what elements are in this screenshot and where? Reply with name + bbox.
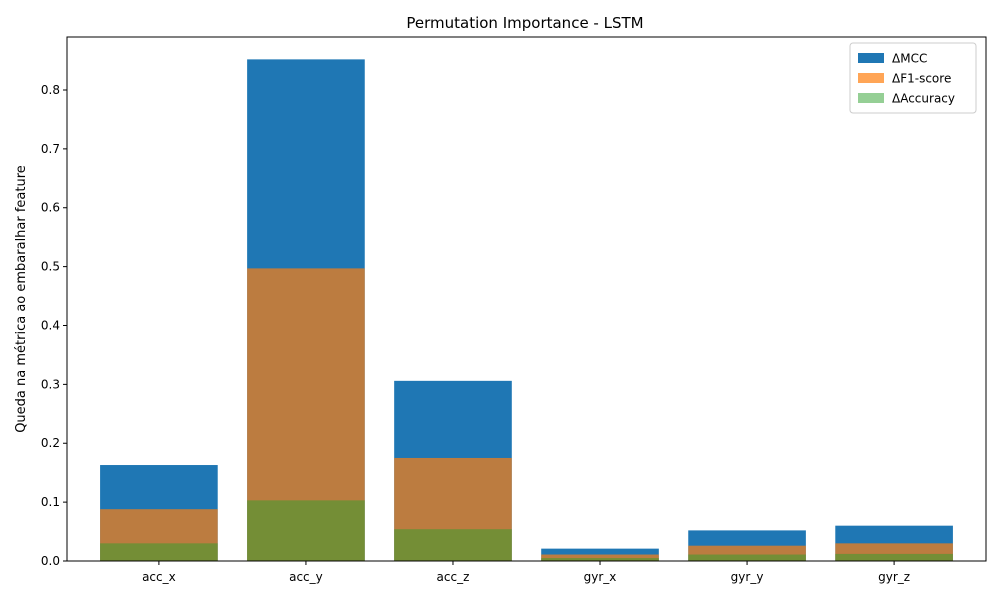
y-tick-label: 0.4 xyxy=(41,318,60,332)
plot-frame xyxy=(66,36,987,562)
bar-accuracy-gyr_z xyxy=(835,553,953,561)
x-tick-label-acc_z: acc_z xyxy=(437,570,470,584)
y-tick-label: 0.7 xyxy=(41,142,60,156)
axes-layer: 0.0 0.1 0.2 0.3 0.4 0.5 0.6 0.7 0.8 acc_x acc_y acc… xyxy=(41,36,987,584)
y-axis-label: Queda na métrica ao embaralhar feature xyxy=(14,165,29,433)
x-tick-label-acc_y: acc_y xyxy=(289,570,323,584)
bar-accuracy-acc_z xyxy=(394,529,512,561)
legend: ΔMCC ΔF1-score ΔAccuracy xyxy=(849,42,977,114)
bar-accuracy-acc_x xyxy=(100,543,218,561)
x-tick-label-gyr_z: gyr_z xyxy=(878,570,910,584)
legend-swatch xyxy=(858,93,884,103)
legend-label: ΔF1-score xyxy=(892,72,951,86)
legend-swatch xyxy=(858,53,884,63)
x-tick-label-gyr_x: gyr_x xyxy=(584,570,617,584)
chart-title: Permutation Importance - LSTM xyxy=(406,14,643,32)
y-tick-label: 0.8 xyxy=(41,83,60,97)
legend-swatch xyxy=(858,73,884,83)
y-tick-label: 0.1 xyxy=(41,495,60,509)
legend-label: ΔMCC xyxy=(892,52,927,66)
y-tick-label: 0.3 xyxy=(41,377,60,391)
x-tick-label-gyr_y: gyr_y xyxy=(731,570,764,584)
bars-layer xyxy=(100,59,953,561)
bar-accuracy-gyr_y xyxy=(688,554,806,561)
bar-accuracy-gyr_x xyxy=(541,558,659,561)
y-tick-label: 0.5 xyxy=(41,260,60,274)
x-tick-label-acc_x: acc_x xyxy=(142,570,176,584)
legend-label: ΔAccuracy xyxy=(892,92,955,106)
y-tick-label: 0.2 xyxy=(41,436,60,450)
bar-accuracy-acc_y xyxy=(247,500,365,561)
y-tick-label: 0.0 xyxy=(41,554,60,568)
bar-f1score-gyr_x xyxy=(541,554,659,561)
y-tick-label: 0.6 xyxy=(41,201,60,215)
